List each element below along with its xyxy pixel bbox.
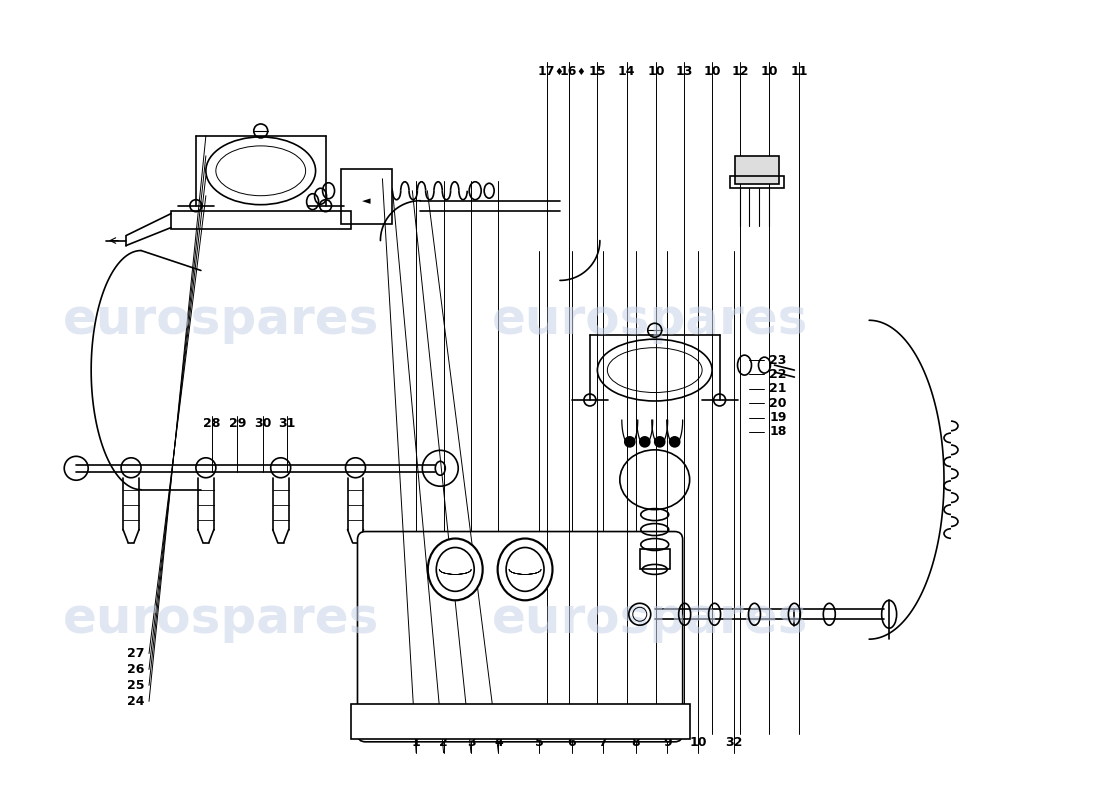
Circle shape (640, 437, 650, 447)
Bar (640, 550, 670, 570)
Text: 25: 25 (126, 679, 144, 692)
Text: 14: 14 (618, 65, 636, 78)
Text: ◄: ◄ (362, 196, 371, 206)
Ellipse shape (428, 538, 483, 600)
Ellipse shape (497, 538, 552, 600)
Text: 10: 10 (648, 65, 666, 78)
Text: eurospares: eurospares (63, 296, 379, 344)
Ellipse shape (437, 547, 474, 591)
Text: 16: 16 (560, 65, 578, 78)
Text: 11: 11 (790, 65, 807, 78)
Text: 5: 5 (535, 736, 543, 750)
Text: 9: 9 (663, 736, 672, 750)
Text: 30: 30 (254, 418, 272, 430)
Text: 19: 19 (769, 411, 786, 424)
Bar (729, 176, 784, 188)
Text: 28: 28 (204, 418, 221, 430)
Text: 32: 32 (726, 736, 742, 750)
Text: 29: 29 (229, 418, 246, 430)
Text: 26: 26 (126, 663, 144, 676)
Circle shape (654, 437, 664, 447)
Text: ♦: ♦ (554, 66, 563, 77)
Text: eurospares: eurospares (63, 595, 379, 643)
Text: 22: 22 (769, 368, 786, 381)
Circle shape (670, 437, 680, 447)
Text: 27: 27 (126, 647, 144, 660)
Bar (170, 210, 351, 229)
Text: eurospares: eurospares (492, 595, 807, 643)
Text: 23: 23 (769, 354, 786, 366)
Text: 2: 2 (439, 736, 448, 750)
FancyBboxPatch shape (358, 531, 683, 742)
Bar (351, 704, 690, 739)
Text: 13: 13 (675, 65, 693, 78)
Text: 10: 10 (704, 65, 722, 78)
Bar (341, 169, 393, 224)
Text: 20: 20 (769, 397, 786, 410)
Text: 4: 4 (494, 736, 503, 750)
Text: eurospares: eurospares (492, 296, 807, 344)
Text: 1: 1 (411, 736, 420, 750)
Text: 31: 31 (278, 418, 296, 430)
Bar (735, 156, 780, 184)
Text: ♦: ♦ (576, 66, 585, 77)
Text: 8: 8 (631, 736, 640, 750)
Text: 21: 21 (769, 382, 786, 395)
Ellipse shape (506, 547, 544, 591)
Text: 7: 7 (598, 736, 607, 750)
Text: 12: 12 (732, 65, 749, 78)
Text: 6: 6 (568, 736, 576, 750)
Text: 17: 17 (538, 65, 556, 78)
Text: 15: 15 (588, 65, 606, 78)
Text: 24: 24 (126, 695, 144, 708)
Text: 18: 18 (769, 426, 786, 438)
Text: 10: 10 (761, 65, 778, 78)
Circle shape (625, 437, 635, 447)
Text: 3: 3 (466, 736, 475, 750)
Text: 10: 10 (690, 736, 707, 750)
